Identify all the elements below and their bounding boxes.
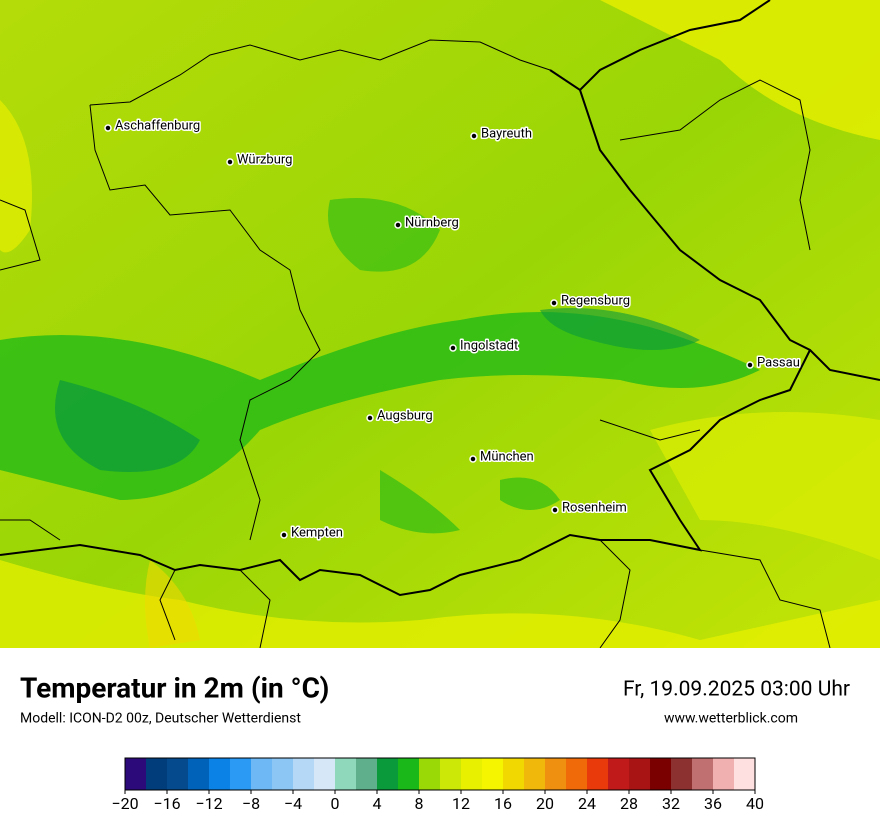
cool-area [540, 308, 700, 350]
city-marker [470, 132, 478, 140]
colorbar-bin [545, 758, 567, 790]
city-marker [746, 361, 754, 369]
colorbar-bin [377, 758, 399, 790]
city-marker [394, 221, 402, 229]
warm-area [145, 560, 200, 648]
colorbar-bin [734, 758, 756, 790]
city-label: München [480, 449, 534, 464]
colorbar-tick-label: 16 [494, 794, 512, 813]
border [89, 39, 551, 106]
colorbar-bin [482, 758, 504, 790]
border [599, 79, 811, 441]
city-label: Rosenheim [562, 500, 627, 515]
colorbar-bin [566, 758, 588, 790]
country-border [579, 89, 880, 381]
city-marker [551, 506, 559, 514]
colorbar-bin [125, 758, 147, 790]
colorbar-bin [608, 758, 630, 790]
colorbar-bin [650, 758, 672, 790]
colorbar-tick-label: 20 [536, 794, 554, 813]
map: Aschaffenburg Würzburg Bayreuth Nürnberg Reg… [0, 0, 880, 649]
colorbar-bin [440, 758, 462, 790]
border [89, 104, 321, 541]
colorbar-bin [146, 758, 168, 790]
colorbar-bin [356, 758, 378, 790]
city-label: Regensburg [561, 293, 630, 308]
city-label: Aschaffenburg [115, 118, 200, 133]
city-marker [226, 158, 234, 166]
colorbar-bin [230, 758, 252, 790]
country-border [0, 349, 811, 597]
colorbar-tick-label: −16 [153, 794, 180, 813]
city-marker [469, 455, 477, 463]
colorbar-tick-label: 4 [373, 794, 382, 813]
colorbar-bin [629, 758, 651, 790]
subtitle: Modell: ICON-D2 00z, Deutscher Wetterdie… [20, 711, 301, 727]
city-marker [550, 299, 558, 307]
footer-background [0, 648, 880, 830]
city-label: Passau [757, 355, 800, 370]
colorbar-bin [398, 758, 420, 790]
colorbar-tick-label: 32 [662, 794, 680, 813]
warm-area [600, 0, 880, 140]
colorbar-bin [419, 758, 441, 790]
colorbar-tick-label: 36 [704, 794, 722, 813]
city-marker [104, 124, 112, 132]
cool-area [328, 198, 440, 272]
city-label: Bayreuth [481, 126, 532, 141]
colorbar-bin [713, 758, 735, 790]
colorbar-bin [503, 758, 525, 790]
colorbar-bin [335, 758, 357, 790]
colorbar-tick-label: 40 [746, 794, 764, 813]
colorbar: −20 −16 −12 −8 −4 0 4 8 12 16 20 24 28 32 36 40 [111, 757, 764, 813]
colorbar-bin [671, 758, 693, 790]
colorbar-bin [272, 758, 294, 790]
colorbar-tick-label: 0 [331, 794, 340, 813]
cool-area [55, 380, 200, 472]
city-label: Nürnberg [405, 215, 459, 230]
colorbar-bin [461, 758, 483, 790]
colorbar-bin [524, 758, 546, 790]
warm-area [0, 560, 880, 648]
colorbar-tick-label: 28 [620, 794, 638, 813]
city-label: Würzburg [237, 152, 293, 167]
border [0, 519, 831, 649]
colorbar-tick-label: −4 [284, 794, 302, 813]
colorbar-tick-label: −20 [111, 794, 138, 813]
city-label: Kempten [291, 525, 343, 540]
city-marker [366, 414, 374, 422]
colorbar-bin [251, 758, 273, 790]
website: www.wetterblick.com [664, 711, 798, 727]
warm-area [0, 100, 32, 253]
city-marker [449, 344, 457, 352]
title: Temperatur in 2m (in °C) [20, 671, 329, 704]
cities: Aschaffenburg Würzburg Bayreuth Nürnberg Reg… [104, 117, 801, 542]
cool-area [380, 470, 560, 534]
colorbar-bin [167, 758, 189, 790]
colorbar-bin [293, 758, 315, 790]
warm-area [650, 412, 880, 560]
border [0, 199, 41, 271]
colorbar-bin [188, 758, 210, 790]
city-label: Ingolstadt [460, 338, 518, 353]
colorbar-tick-label: 8 [415, 794, 424, 813]
city-label: Augsburg [377, 408, 433, 423]
colorbar-bin [587, 758, 609, 790]
colorbar-tick-label: −8 [242, 794, 260, 813]
colorbar-bin [314, 758, 336, 790]
date: Fr, 19.09.2025 03:00 Uhr [623, 678, 850, 702]
colorbar-tick-label: 24 [578, 794, 596, 813]
city-marker [280, 531, 288, 539]
colorbar-bin [692, 758, 714, 790]
colorbar-frame [124, 757, 756, 791]
colorbar-tick-label: 12 [452, 794, 470, 813]
colorbar-tick-label: −12 [195, 794, 222, 813]
colorbar-bin [209, 758, 231, 790]
